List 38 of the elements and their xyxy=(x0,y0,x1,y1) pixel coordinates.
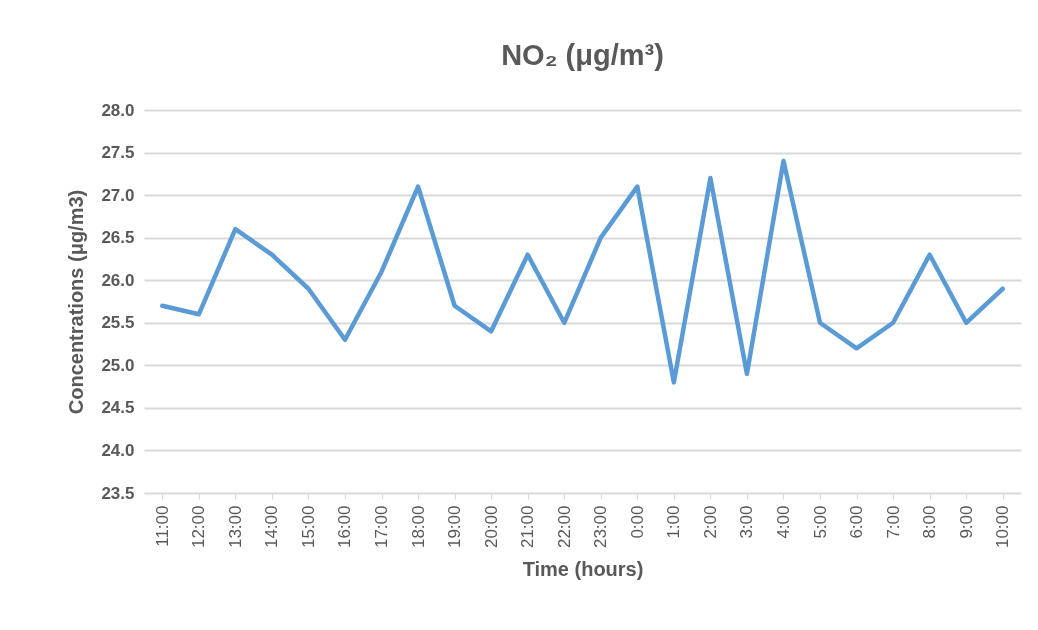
x-tick-label: 21:00 xyxy=(518,505,538,549)
x-tick-label: 10:00 xyxy=(993,505,1013,549)
line-series xyxy=(160,158,1005,385)
x-tick-label: 22:00 xyxy=(554,505,574,549)
x-tick-label: 11:00 xyxy=(152,505,172,547)
x-tick-label: 5:00 xyxy=(810,505,830,539)
y-axis-title: Concentrations (μg/m3) xyxy=(65,189,88,415)
x-tick-label: 4:00 xyxy=(773,505,793,539)
x-tick-label: 17:00 xyxy=(372,505,392,549)
x-tick-label: 6:00 xyxy=(847,505,867,539)
x-tick-label: 18:00 xyxy=(408,505,428,549)
x-tick-label: 7:00 xyxy=(883,505,903,539)
x-tick-label: 23:00 xyxy=(591,505,611,549)
chart-title: NO₂ (μg/m³) xyxy=(501,39,664,71)
y-tick-label: 28.0 xyxy=(101,100,135,120)
x-tick-label: 3:00 xyxy=(737,505,757,539)
x-tick-label: 9:00 xyxy=(956,505,976,539)
x-tick-label: 13:00 xyxy=(225,505,245,549)
x-tick-label: 14:00 xyxy=(262,505,282,549)
x-tick-label: 19:00 xyxy=(445,505,465,549)
x-tick-label: 2:00 xyxy=(700,505,720,539)
x-tick-label: 1:00 xyxy=(664,505,684,539)
x-tick-label: 8:00 xyxy=(920,505,940,539)
y-tick-label: 23.5 xyxy=(101,483,135,503)
y-tick-label: 25.5 xyxy=(101,313,135,333)
x-tick-label: 20:00 xyxy=(481,505,501,549)
y-tick-label: 26.0 xyxy=(101,270,135,290)
y-tick-label: 26.5 xyxy=(101,228,135,248)
x-axis-title: Time (hours) xyxy=(522,558,644,581)
x-tick-label: 0:00 xyxy=(627,505,647,539)
y-tick-label: 27.0 xyxy=(101,185,135,205)
y-tick-label: 27.5 xyxy=(101,143,135,163)
x-tick-label: 16:00 xyxy=(335,505,355,549)
x-tick-label: 12:00 xyxy=(189,505,209,549)
y-tick-label: 25.0 xyxy=(101,355,135,375)
y-tick-label: 24.0 xyxy=(101,440,135,460)
x-tick-label: 15:00 xyxy=(298,505,318,549)
y-tick-label: 24.5 xyxy=(101,398,135,418)
